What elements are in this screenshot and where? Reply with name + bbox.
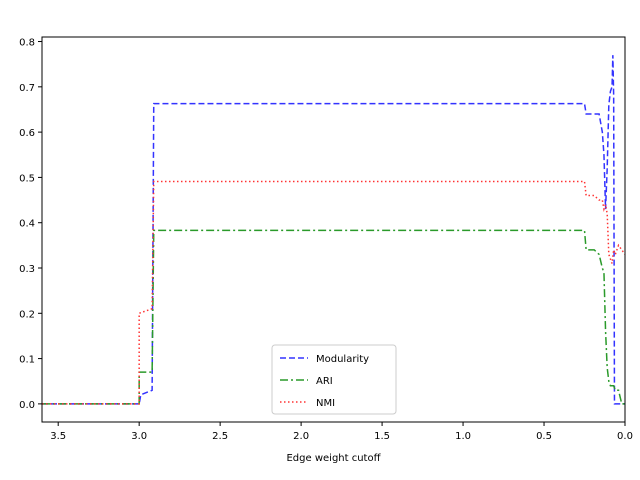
y-axis: 0.0 0.1 0.2 0.3 0.4 0.5 0.6 0.7 0.8 xyxy=(19,38,42,411)
y-tick-label: 0.3 xyxy=(19,264,35,275)
y-tick-label: 0.8 xyxy=(19,38,35,49)
x-tick-label: 2.0 xyxy=(293,431,309,442)
x-tick-label: 3.5 xyxy=(50,431,66,442)
y-tick-label: 0.1 xyxy=(19,355,35,366)
plot-area xyxy=(42,55,625,405)
x-axis-label: Edge weight cutoff xyxy=(286,453,381,464)
y-tick-label: 0.5 xyxy=(19,173,35,184)
x-axis: 3.5 3.0 2.5 2.0 1.5 1.0 0.5 0.0 xyxy=(50,422,633,442)
legend-label: ARI xyxy=(316,376,333,387)
x-tick-label: 1.0 xyxy=(455,431,471,442)
y-tick-label: 0.7 xyxy=(19,83,35,94)
x-tick-label: 3.0 xyxy=(131,431,147,442)
x-tick-label: 2.5 xyxy=(212,431,228,442)
axes-frame xyxy=(41,36,626,423)
legend-box xyxy=(271,344,397,415)
y-tick-label: 0.4 xyxy=(19,219,35,230)
x-tick-label: 0.0 xyxy=(617,431,633,442)
x-tick-label: 0.5 xyxy=(536,431,552,442)
legend-label: Modularity xyxy=(316,354,369,365)
series-line-nmi xyxy=(42,180,625,405)
y-tick-label: 0.0 xyxy=(19,400,35,411)
legend: Modularity ARI NMI xyxy=(271,344,397,415)
y-tick-label: 0.2 xyxy=(19,309,35,320)
x-tick-label: 1.5 xyxy=(374,431,390,442)
legend-label: NMI xyxy=(316,398,335,409)
series-line-modularity xyxy=(42,55,625,405)
y-tick-label: 0.6 xyxy=(19,128,35,139)
